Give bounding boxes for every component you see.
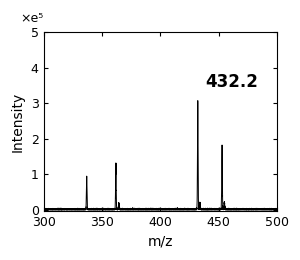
- Text: ×e⁵: ×e⁵: [20, 12, 44, 25]
- Y-axis label: Intensity: Intensity: [11, 92, 25, 152]
- X-axis label: m/z: m/z: [148, 235, 173, 249]
- Text: 432.2: 432.2: [205, 73, 258, 92]
